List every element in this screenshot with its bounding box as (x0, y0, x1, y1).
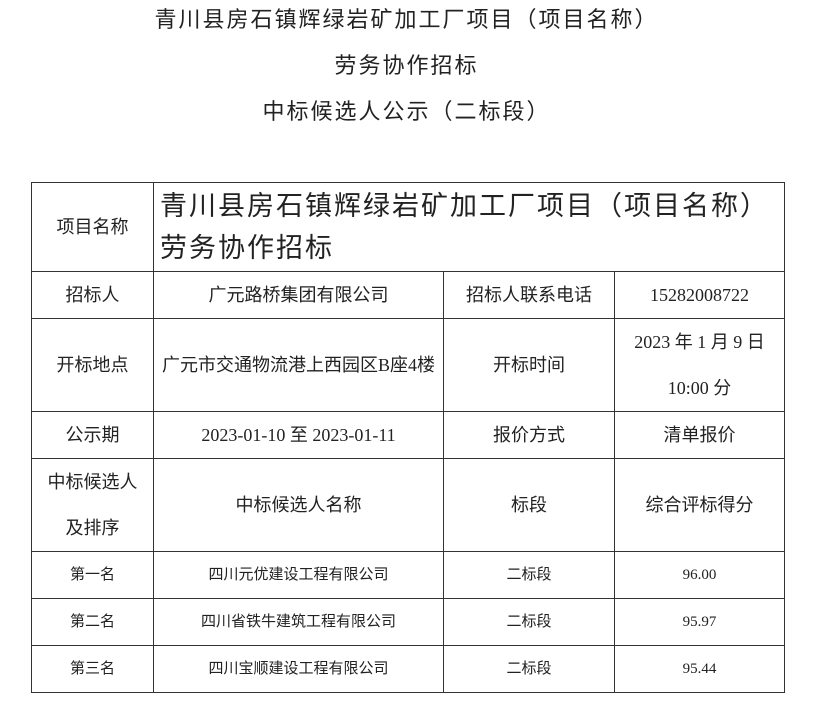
title-line: 青川县房石镇辉绿岩矿加工厂项目（项目名称） (154, 7, 659, 32)
table-row: 项目名称 青川县房石镇辉绿岩矿加工厂项目（项目名称）劳务协作招标 (31, 182, 786, 272)
table-cell: 95.44 (613, 645, 786, 693)
table-cell: 第三名 (31, 645, 154, 693)
result-table: 项目名称 青川县房石镇辉绿岩矿加工厂项目（项目名称）劳务协作招标 招标人 广元路桥集团… (31, 182, 786, 693)
table-cell: 四川元优建设工程有限公司 (153, 551, 444, 599)
table-cell: 报价方式 (443, 411, 615, 459)
table-row: 开标地点 广元市交通物流港上西园区B座4楼 开标时间 2023 年 1 月 9 日 1… (31, 318, 786, 412)
table-cell: 中标候选人及排序 (31, 458, 154, 552)
table-cell: 第一名 (31, 551, 154, 599)
table-cell: 2023-01-10 至 2023-01-11 (153, 411, 444, 459)
header: 青川县房石镇辉绿岩矿加工厂项目（项目名称） 劳务协作招标 中标候选人公示（二标段… (0, 0, 813, 135)
title-line: 劳务协作招标 (334, 53, 479, 78)
table-body: 项目名称 青川县房石镇辉绿岩矿加工厂项目（项目名称）劳务协作招标 招标人 广元路桥集团… (31, 182, 786, 693)
table-cell: 中标候选人名称 (153, 458, 444, 552)
table-cell: 标段 (443, 458, 615, 552)
table-cell: 清单报价 (613, 411, 786, 459)
table-cell: 第二名 (31, 598, 154, 646)
table-cell: 广元市交通物流港上西园区B座4楼 (153, 318, 444, 412)
table-row: 第二名 四川省铁牛建筑工程有限公司 二标段 95.97 (31, 598, 786, 646)
table-row: 招标人 广元路桥集团有限公司 招标人联系电话 15282008722 (31, 271, 786, 319)
table-cell: 四川省铁牛建筑工程有限公司 (153, 598, 444, 646)
table-cell: 开标地点 (31, 318, 154, 412)
table-cell: 开标时间 (443, 318, 615, 412)
table-cell: 综合评标得分 (613, 458, 786, 552)
table-cell: 招标人联系电话 (443, 271, 615, 319)
table-row: 公示期 2023-01-10 至 2023-01-11 报价方式 清单报价 (31, 411, 786, 459)
table-cell: 四川宝顺建设工程有限公司 (153, 645, 444, 693)
table-row: 中标候选人及排序 中标候选人名称 标段 综合评标得分 (31, 458, 786, 552)
table-cell: 15282008722 (613, 271, 786, 319)
table-cell: 96.00 (613, 551, 786, 599)
table-cell: 二标段 (443, 598, 615, 646)
table-cell: 二标段 (443, 551, 615, 599)
table-cell: 招标人 (31, 271, 154, 319)
table-cell: 二标段 (443, 645, 615, 693)
title-line: 中标候选人公示（二标段） (262, 99, 551, 124)
table-cell: 青川县房石镇辉绿岩矿加工厂项目（项目名称）劳务协作招标 (152, 182, 786, 272)
table-cell: 项目名称 (31, 182, 154, 272)
table-row: 第三名 四川宝顺建设工程有限公司 二标段 95.44 (31, 645, 786, 693)
table-cell: 公示期 (31, 411, 154, 459)
table-cell: 2023 年 1 月 9 日 10:00 分 (613, 318, 786, 412)
table-cell: 广元路桥集团有限公司 (153, 271, 444, 319)
table-cell: 95.97 (613, 598, 786, 646)
table-row: 第一名 四川元优建设工程有限公司 二标段 96.00 (31, 551, 786, 599)
